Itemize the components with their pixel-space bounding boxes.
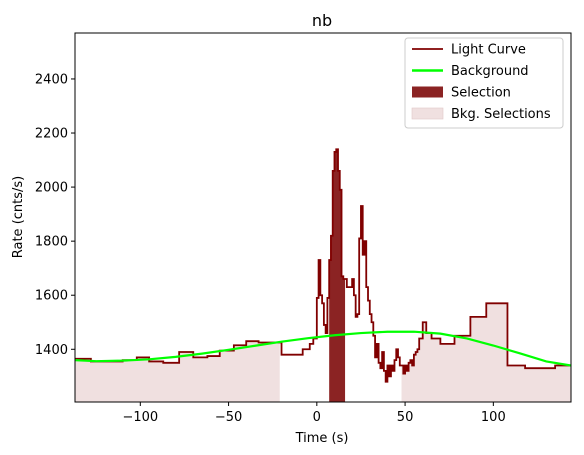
legend-swatch-2 [412,86,443,98]
background-curve-layer [75,330,571,367]
background-curve-line [75,330,571,367]
legend: Light Curve Background Selection Bkg. Selec… [404,37,564,129]
x-tick-label: 50 [397,410,414,425]
chart-title: nb [312,11,332,30]
plot-area [74,32,572,403]
bkg-selection-layer [75,303,571,402]
legend-swatch-3 [411,107,444,120]
legend-label-1: Background [451,64,529,79]
legend-label-0: Light Curve [451,43,526,58]
x-axis-label: Time (s) [295,431,349,446]
y-tick-label: 2400 [35,72,68,87]
legend-label-2: Selection [451,86,511,101]
y-tick-label: 1800 [35,235,68,250]
x-tick-label: 0 [313,410,321,425]
y-tick-label: 2200 [35,127,68,142]
light-curve-line [75,148,571,383]
y-axis: 1400 1600 1800 2000 2200 2400 [35,72,75,358]
bkg-selection-region-1 [401,303,571,402]
y-tick-label: 2000 [35,181,68,196]
y-axis-label: Rate (cnts/s) [11,176,26,259]
x-tick-label: 100 [481,410,506,425]
x-axis: −100 −50 0 50 100 [122,402,506,425]
x-tick-label: −50 [215,410,242,425]
x-tick-label: −100 [122,410,158,425]
bkg-selection-region-0 [75,341,280,402]
light-curve-layer [75,148,571,383]
legend-label-3: Bkg. Selections [451,107,551,122]
plot-frame [74,32,572,403]
y-tick-label: 1600 [35,289,68,304]
y-tick-label: 1400 [35,343,68,358]
legend-box [404,37,564,129]
